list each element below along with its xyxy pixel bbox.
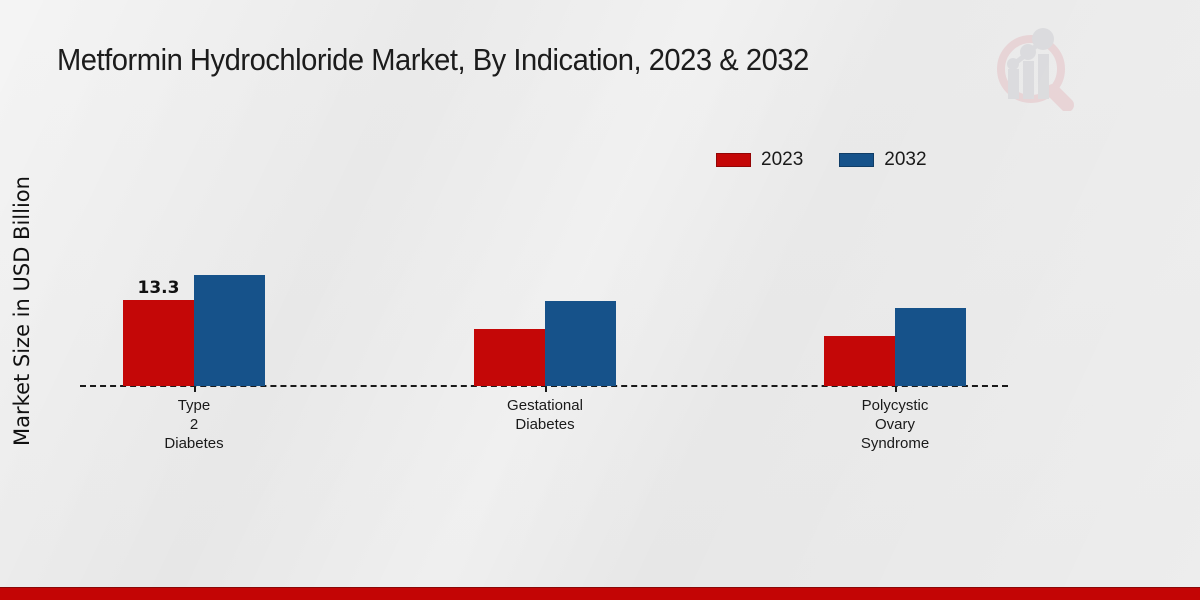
- bar-2032-group3: [895, 308, 966, 386]
- legend-label: 2023: [761, 149, 804, 170]
- x-axis-tick: [194, 387, 196, 392]
- legend-item-2023: 2023: [716, 149, 803, 171]
- legend-swatch-2032: [839, 153, 875, 167]
- x-axis-category-label: Type 2 Diabetes: [164, 397, 224, 452]
- x-axis-tick: [895, 387, 897, 392]
- legend-item-2032: 2032: [839, 149, 927, 171]
- bar-2023-group2: [474, 329, 545, 386]
- bar-value-label: 13.3: [137, 278, 180, 298]
- bar-2032-group2: [545, 301, 616, 386]
- market-research-logo-icon: [997, 28, 1074, 111]
- bar-2023-group3: [824, 336, 895, 386]
- bar-2032-group1: [194, 275, 265, 386]
- x-axis-category-label: Gestational Diabetes: [507, 397, 583, 433]
- bar-2023-group1: [123, 300, 194, 386]
- x-axis-baseline: [80, 385, 1008, 387]
- x-axis-tick: [545, 387, 547, 392]
- x-axis-category-label: Polycystic Ovary Syndrome: [860, 397, 930, 452]
- legend-label: 2032: [884, 149, 927, 170]
- footer-brand-stripe: [0, 587, 1200, 600]
- legend-swatch-2023: [716, 153, 751, 167]
- legend: 2023 2032: [716, 149, 927, 171]
- chart-title: Metformin Hydrochloride Market, By Indic…: [57, 42, 809, 77]
